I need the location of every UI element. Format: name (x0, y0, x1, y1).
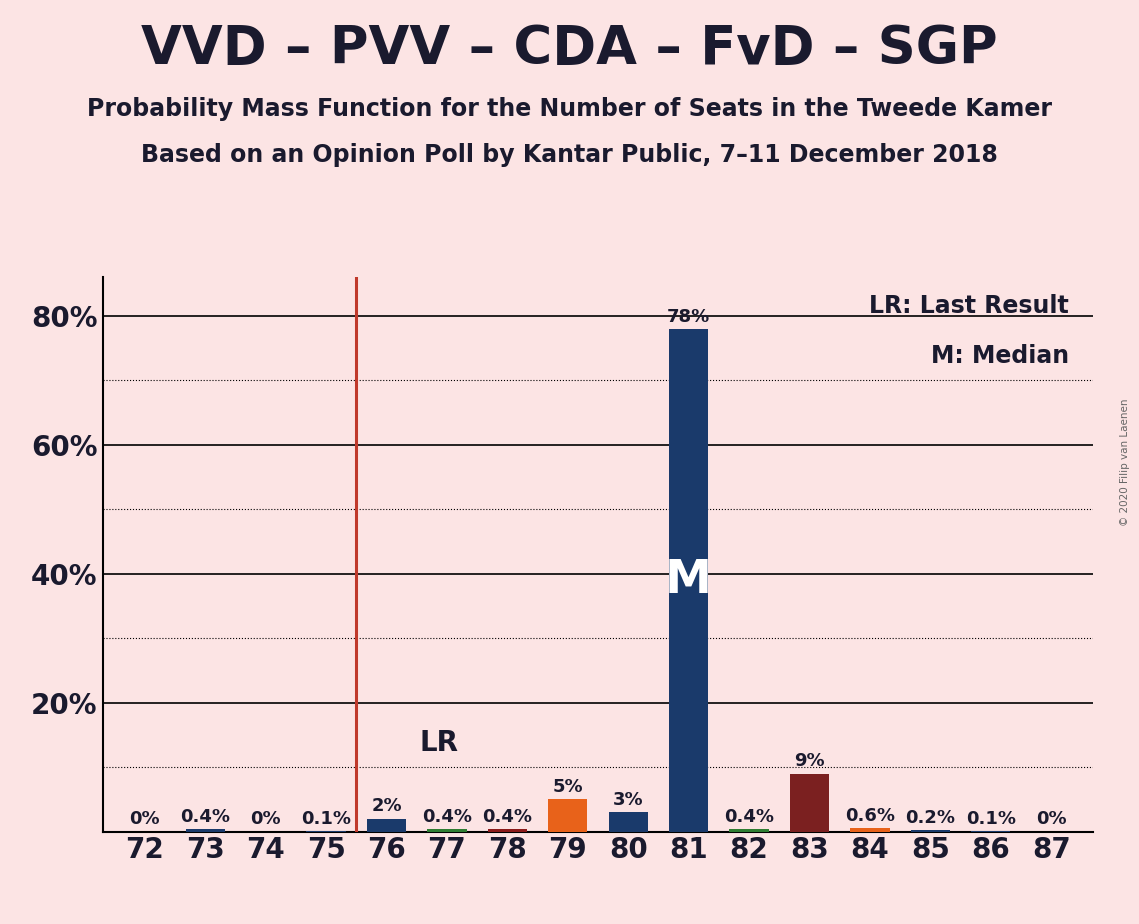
Text: 2%: 2% (371, 797, 402, 816)
Text: 0.4%: 0.4% (724, 808, 775, 826)
Text: 9%: 9% (794, 752, 825, 771)
Bar (427, 829, 467, 832)
Text: 0%: 0% (130, 810, 161, 829)
Text: © 2020 Filip van Laenen: © 2020 Filip van Laenen (1120, 398, 1130, 526)
Text: LR: Last Result: LR: Last Result (869, 294, 1068, 318)
Text: 0.2%: 0.2% (906, 809, 956, 827)
Text: 0.6%: 0.6% (845, 807, 895, 824)
Bar (729, 829, 769, 832)
Text: 78%: 78% (667, 308, 711, 325)
Bar (367, 819, 407, 832)
Text: LR: LR (420, 729, 459, 758)
Text: VVD – PVV – CDA – FvD – SGP: VVD – PVV – CDA – FvD – SGP (141, 23, 998, 75)
Text: 0.4%: 0.4% (180, 808, 230, 826)
Bar (911, 831, 950, 832)
Text: 0%: 0% (251, 810, 281, 829)
Text: M: M (665, 558, 712, 602)
Text: M: Median: M: Median (931, 344, 1068, 368)
Bar (669, 329, 708, 832)
Text: Probability Mass Function for the Number of Seats in the Tweede Kamer: Probability Mass Function for the Number… (87, 97, 1052, 121)
Text: 0.4%: 0.4% (421, 808, 472, 826)
Text: 0%: 0% (1035, 810, 1066, 829)
Text: 0.4%: 0.4% (482, 808, 532, 826)
Text: 0.1%: 0.1% (966, 809, 1016, 828)
Text: 0.1%: 0.1% (301, 809, 351, 828)
Bar (487, 829, 527, 832)
Text: 5%: 5% (552, 778, 583, 796)
Bar (186, 829, 224, 832)
Bar (789, 773, 829, 832)
Bar (850, 828, 890, 832)
Bar (548, 799, 588, 832)
Text: Based on an Opinion Poll by Kantar Public, 7–11 December 2018: Based on an Opinion Poll by Kantar Publi… (141, 143, 998, 167)
Text: 3%: 3% (613, 791, 644, 809)
Bar (608, 812, 648, 832)
